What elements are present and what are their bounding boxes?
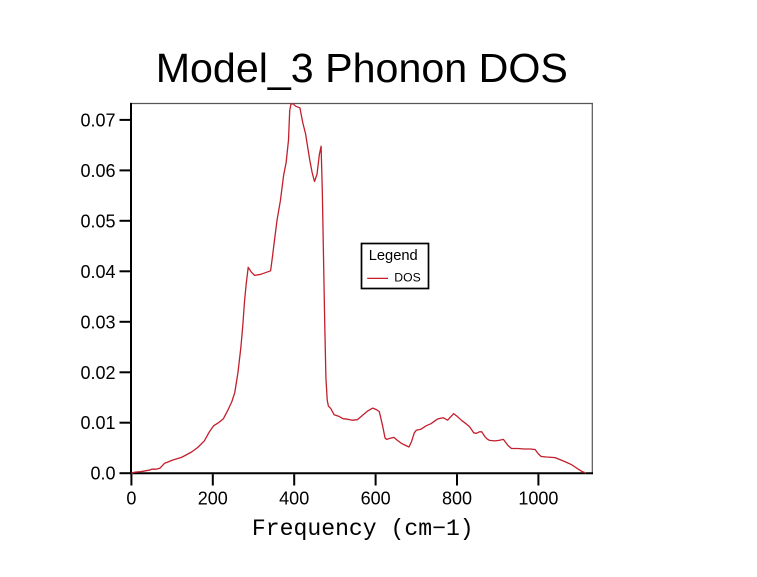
svg-text:200: 200 (198, 489, 228, 509)
svg-text:0.07: 0.07 (80, 110, 115, 130)
svg-text:0.05: 0.05 (80, 211, 115, 231)
svg-text:600: 600 (361, 489, 391, 509)
svg-text:0.04: 0.04 (80, 262, 115, 282)
svg-text:1000: 1000 (518, 489, 558, 509)
svg-text:0: 0 (126, 489, 136, 509)
svg-text:0.06: 0.06 (80, 161, 115, 181)
svg-text:0.03: 0.03 (80, 312, 115, 332)
svg-text:Legend: Legend (369, 248, 418, 264)
svg-text:Model_3 Phonon DOS: Model_3 Phonon DOS (156, 45, 568, 91)
svg-text:800: 800 (442, 489, 472, 509)
svg-text:DOS: DOS (394, 271, 420, 285)
svg-text:0.0: 0.0 (90, 464, 115, 484)
svg-text:0.01: 0.01 (80, 413, 115, 433)
svg-text:0.02: 0.02 (80, 363, 115, 383)
svg-text:400: 400 (279, 489, 309, 509)
svg-text:Frequency (cm−1): Frequency (cm−1) (252, 516, 474, 542)
